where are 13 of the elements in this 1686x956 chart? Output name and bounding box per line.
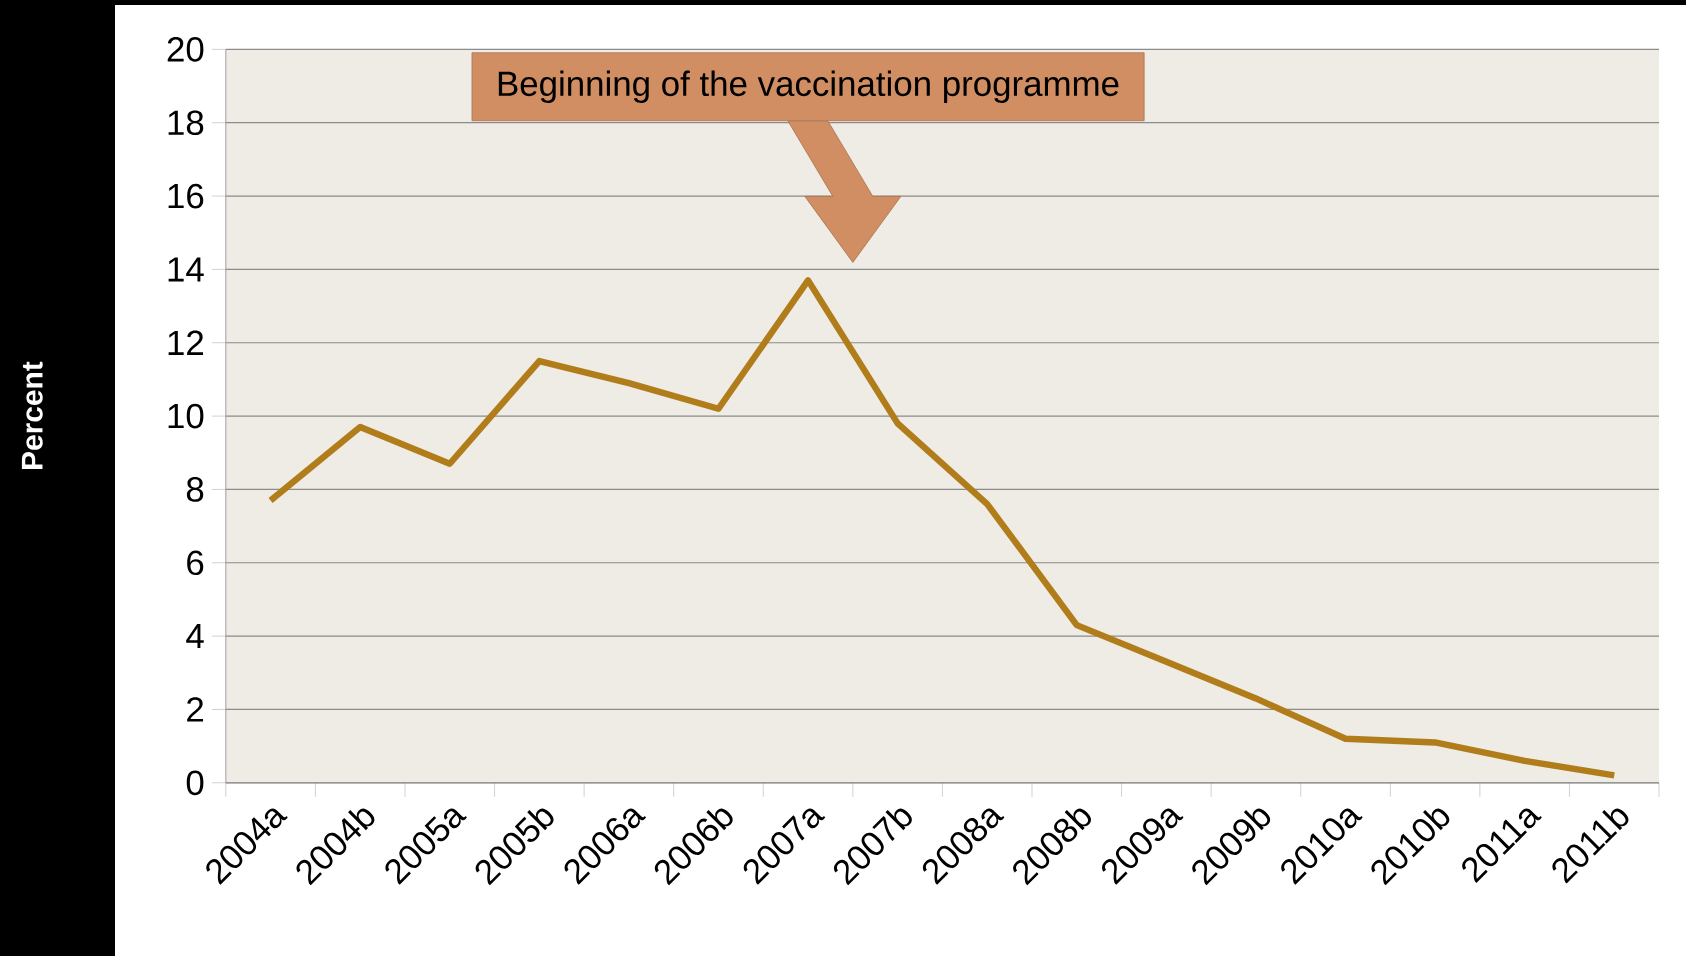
y-tick-label: 20	[167, 37, 204, 62]
y-tick-label: 12	[168, 330, 204, 355]
y-tick-label: 8	[186, 477, 204, 502]
y-tick-label: 6	[187, 550, 204, 576]
y-tick-label: 2	[187, 697, 204, 722]
y-axis-title: Percent	[21, 361, 43, 469]
y-tick-label: 18	[168, 110, 204, 136]
y-tick-label: 16	[168, 183, 204, 209]
y-tick-label: 0	[186, 770, 204, 796]
y-tick-label: 14	[168, 257, 204, 282]
annotation: Beginning of the vaccination programme	[498, 70, 1119, 104]
y-tick-label: 4	[186, 624, 204, 649]
y-tick-label: 10	[168, 403, 204, 429]
